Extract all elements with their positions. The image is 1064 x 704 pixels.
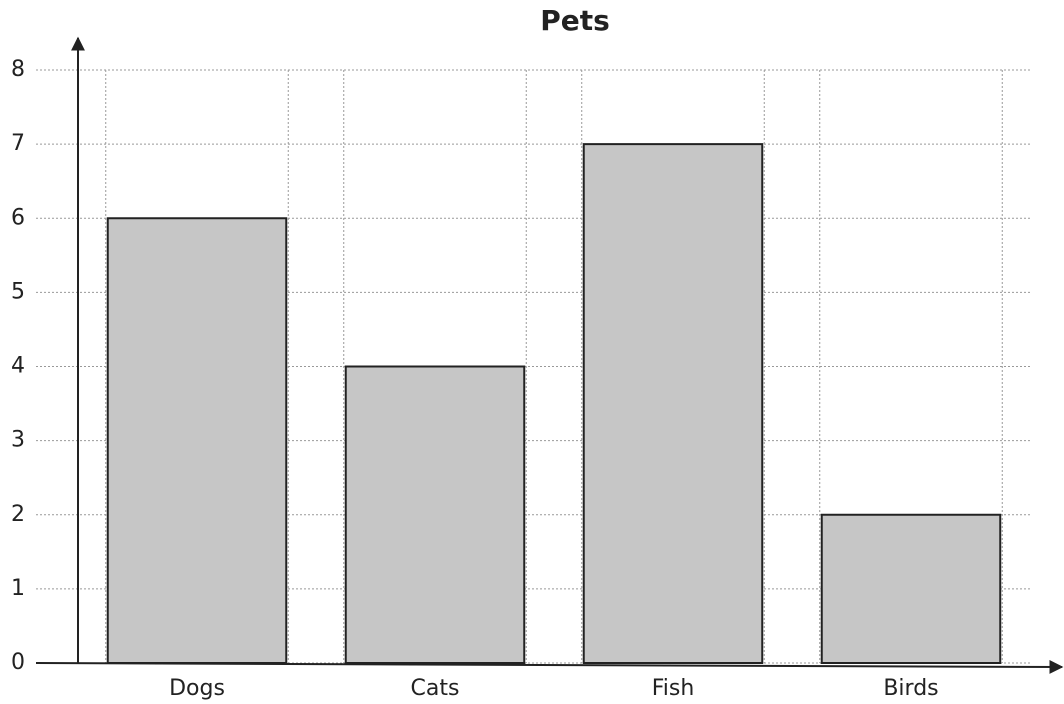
chart: Pets 0 1 2 3 4 5 6 7 8 Dogs Cats Fish Birds [0,0,1064,704]
y-tick-label: 5 [11,279,25,304]
x-tick-label: Cats [411,676,460,701]
bar [346,367,525,664]
y-tick-label: 3 [11,428,25,453]
bar [584,144,763,663]
y-tick-label: 6 [11,205,25,230]
x-tick-label: Birds [883,676,938,701]
y-tick-label: 1 [11,576,25,601]
bar [108,218,287,663]
x-tick-label: Fish [652,676,695,701]
y-tick-label: 8 [11,57,25,82]
x-tick-label: Dogs [169,676,225,701]
chart-title: Pets [540,4,610,37]
y-tick-label: 2 [11,502,25,527]
y-tick-label: 7 [11,131,25,156]
y-tick-label: 0 [11,650,25,675]
bar [822,515,1001,663]
y-tick-label: 4 [11,354,25,379]
